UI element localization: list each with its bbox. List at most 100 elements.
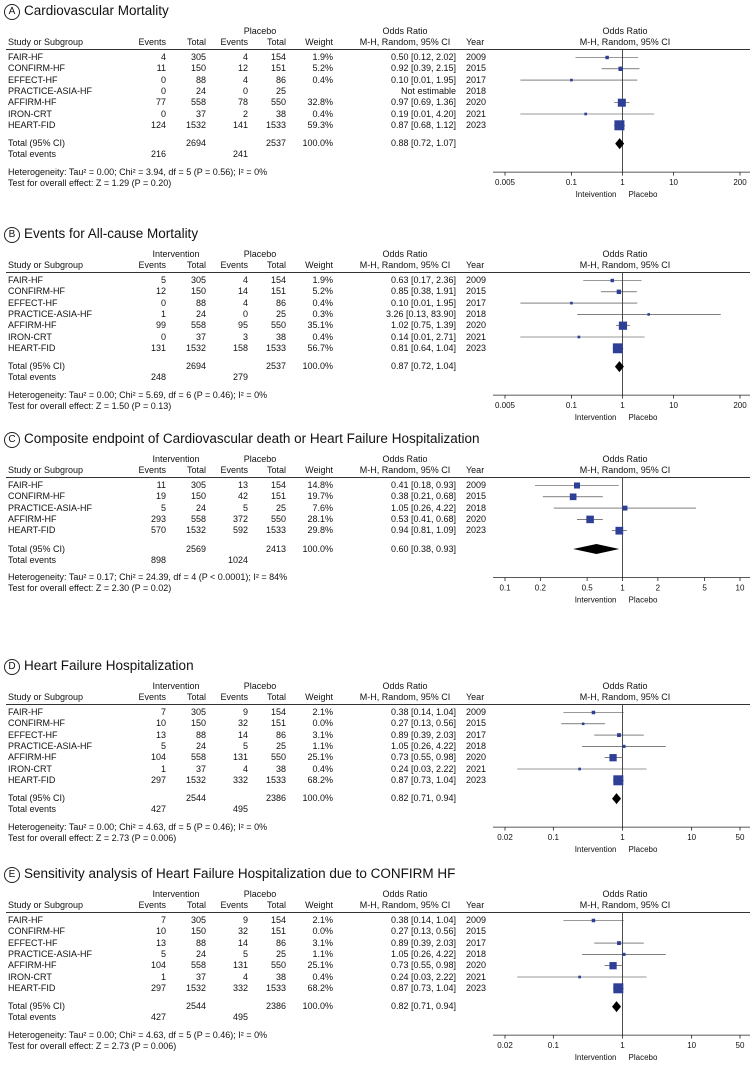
heterogeneity-text: Heterogeneity: Tau² = 0.00; Chi² = 4.63,…	[8, 1029, 268, 1040]
or-method-header: M-H, Random, 95% CI	[359, 692, 451, 702]
point-estimate	[618, 66, 623, 71]
year-col-header: Year	[466, 260, 485, 270]
total-events-placebo: 495	[232, 804, 248, 815]
point-estimate	[584, 112, 588, 116]
events-intervention: 124	[150, 119, 166, 130]
events-placebo: 4	[242, 971, 248, 982]
study-year: 2023	[466, 342, 487, 353]
total-placebo: 38	[275, 331, 286, 342]
group2-header: Placebo	[243, 454, 277, 464]
study-weight: 0.0%	[312, 926, 333, 937]
events1-col-header: Events	[138, 37, 166, 47]
plot-header-title: Odds Ratio	[602, 889, 648, 899]
study-year: 2020	[466, 752, 487, 763]
events-placebo: 332	[232, 774, 248, 785]
total-intervention: 305	[190, 480, 206, 490]
events-intervention: 297	[150, 982, 166, 993]
point-estimate	[610, 278, 614, 283]
or-method-header: M-H, Random, 95% CI	[359, 900, 451, 910]
x-tick-label: 1	[620, 833, 625, 842]
study-weight: 0.4%	[312, 297, 333, 308]
events2-col-header: Events	[220, 692, 248, 702]
events-placebo: 4	[242, 763, 248, 774]
odds-ratio-ci: 0.50 [0.12, 2.02]	[390, 52, 456, 62]
forest-plot-area: 0.005 0.1 1 10 200 Intervention Placebo	[493, 273, 750, 422]
study-weight: 28.1%	[307, 513, 333, 524]
overall-effect-text: Test for overall effect: Z = 1.29 (P = 0…	[8, 178, 172, 188]
events-placebo: 372	[232, 513, 248, 524]
total-ci: 0.60 [0.38, 0.93]	[390, 543, 456, 554]
total-intervention: 150	[190, 718, 206, 729]
total1-col-header: Total	[186, 37, 206, 47]
study-name: EFFECT-HF	[8, 937, 58, 948]
panel-label: C	[4, 432, 20, 448]
total-events-placebo: 1024	[227, 554, 248, 565]
header-rule	[6, 477, 750, 478]
point-estimate	[614, 120, 625, 131]
x-tick-label: 50	[736, 1041, 745, 1050]
total-placebo: 1533	[265, 774, 286, 785]
events-intervention: 10	[155, 926, 166, 937]
total-intervention: 558	[190, 513, 206, 524]
study-name: IRON-CRT	[8, 763, 52, 774]
odds-ratio-ci: 0.73 [0.55, 0.98]	[390, 752, 456, 763]
point-estimate	[613, 775, 624, 786]
odds-ratio-ci: 0.14 [0.01, 2.71]	[390, 331, 456, 342]
total-placebo: 25	[275, 502, 286, 513]
or-header-title: Odds Ratio	[382, 26, 428, 36]
study-name: AFFIRM-HF	[8, 97, 57, 108]
x-tick-label: 0.1	[499, 584, 511, 593]
odds-ratio-ci: 0.38 [0.21, 0.68]	[390, 491, 456, 502]
odds-ratio-ci: 0.10 [0.01, 1.95]	[390, 74, 456, 85]
total-intervention: 1532	[185, 525, 206, 536]
study-weight: 1.9%	[312, 275, 333, 285]
events-intervention: 0	[160, 74, 166, 85]
total-n-intervention: 2544	[185, 1001, 206, 1012]
total-placebo: 550	[270, 513, 286, 524]
events-intervention: 570	[150, 525, 166, 536]
point-estimate	[617, 98, 626, 107]
events-intervention: 0	[160, 297, 166, 308]
events-intervention: 7	[160, 915, 166, 925]
weight-col-header: Weight	[305, 37, 333, 47]
study-name: CONFIRM-HF	[8, 286, 65, 297]
study-year: 2023	[466, 982, 487, 993]
study-name: PRACTICE-ASIA-HF	[8, 85, 93, 96]
panel-label: D	[4, 659, 20, 675]
total-intervention: 305	[190, 275, 206, 285]
x-tick-label: 0.1	[566, 178, 578, 187]
study-name: FAIR-HF	[8, 480, 43, 490]
total-weight: 100.0%	[302, 138, 333, 149]
group2-header: Placebo	[243, 26, 277, 36]
point-estimate	[609, 962, 617, 970]
study-year: 2009	[466, 52, 487, 62]
study-year: 2020	[466, 960, 487, 971]
panel-title: Sensitivity analysis of Heart Failure Ho…	[24, 866, 456, 881]
total-weight: 100.0%	[302, 543, 333, 554]
total-placebo: 151	[270, 63, 286, 74]
total-events-label: Total events	[8, 1012, 57, 1023]
odds-ratio-ci: 0.87 [0.73, 1.04]	[390, 774, 456, 785]
total-intervention: 150	[190, 926, 206, 937]
odds-ratio-ci: 0.24 [0.03, 2.22]	[390, 763, 456, 774]
odds-ratio-ci: 0.97 [0.69, 1.36]	[390, 97, 456, 108]
study-name: HEART-FID	[8, 119, 56, 130]
or-header-title: Odds Ratio	[382, 454, 428, 464]
study-name: FAIR-HF	[8, 915, 43, 925]
study-weight: 25.1%	[307, 960, 333, 971]
total-placebo: 25	[275, 948, 286, 959]
study-weight: 0.4%	[312, 74, 333, 85]
x-tick-label: 10	[687, 1041, 696, 1050]
events-intervention: 5	[160, 948, 166, 959]
events-intervention: 99	[155, 320, 166, 331]
overall-effect-text: Test for overall effect: Z = 2.73 (P = 0…	[8, 833, 177, 843]
study-weight: 3.1%	[312, 729, 333, 740]
point-estimate	[609, 754, 617, 762]
total-n-placebo: 2386	[265, 793, 286, 804]
total-n-intervention: 2694	[185, 138, 206, 149]
x-tick-label: 200	[733, 178, 747, 187]
total-intervention: 150	[190, 63, 206, 74]
favours-intervention-label: Intervention	[575, 413, 617, 422]
events-placebo: 78	[237, 97, 248, 108]
